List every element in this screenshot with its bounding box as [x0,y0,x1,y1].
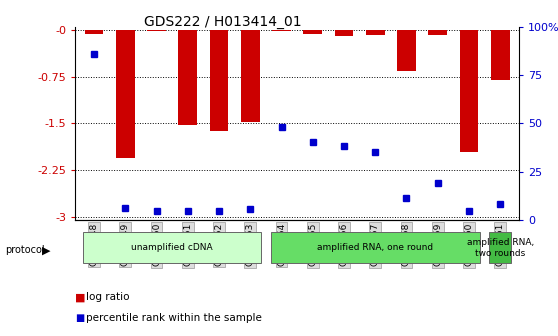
FancyBboxPatch shape [489,233,511,263]
Bar [429,30,447,35]
Bar [491,30,509,80]
Text: protocol: protocol [6,245,45,255]
Text: ■: ■ [75,312,85,323]
Text: ■: ■ [75,292,86,302]
Bar [335,30,353,36]
Bar [272,30,291,31]
Text: amplified RNA,
two rounds: amplified RNA, two rounds [466,238,534,257]
Bar [179,30,197,125]
Bar [116,30,134,158]
Text: amplified RNA, one round: amplified RNA, one round [317,243,434,252]
Text: GDS222 / H013414_01: GDS222 / H013414_01 [145,15,302,29]
Text: log ratio: log ratio [86,292,130,302]
Bar [366,30,384,35]
Bar [241,30,259,122]
Bar [147,30,166,31]
Bar [397,30,416,71]
Bar [85,30,103,34]
Bar [304,30,322,34]
FancyBboxPatch shape [83,233,261,263]
Bar [460,30,478,152]
Text: unamplified cDNA: unamplified cDNA [131,243,213,252]
Bar [210,30,228,131]
Text: percentile rank within the sample: percentile rank within the sample [86,312,262,323]
FancyBboxPatch shape [271,233,480,263]
Text: ▶: ▶ [42,245,50,255]
